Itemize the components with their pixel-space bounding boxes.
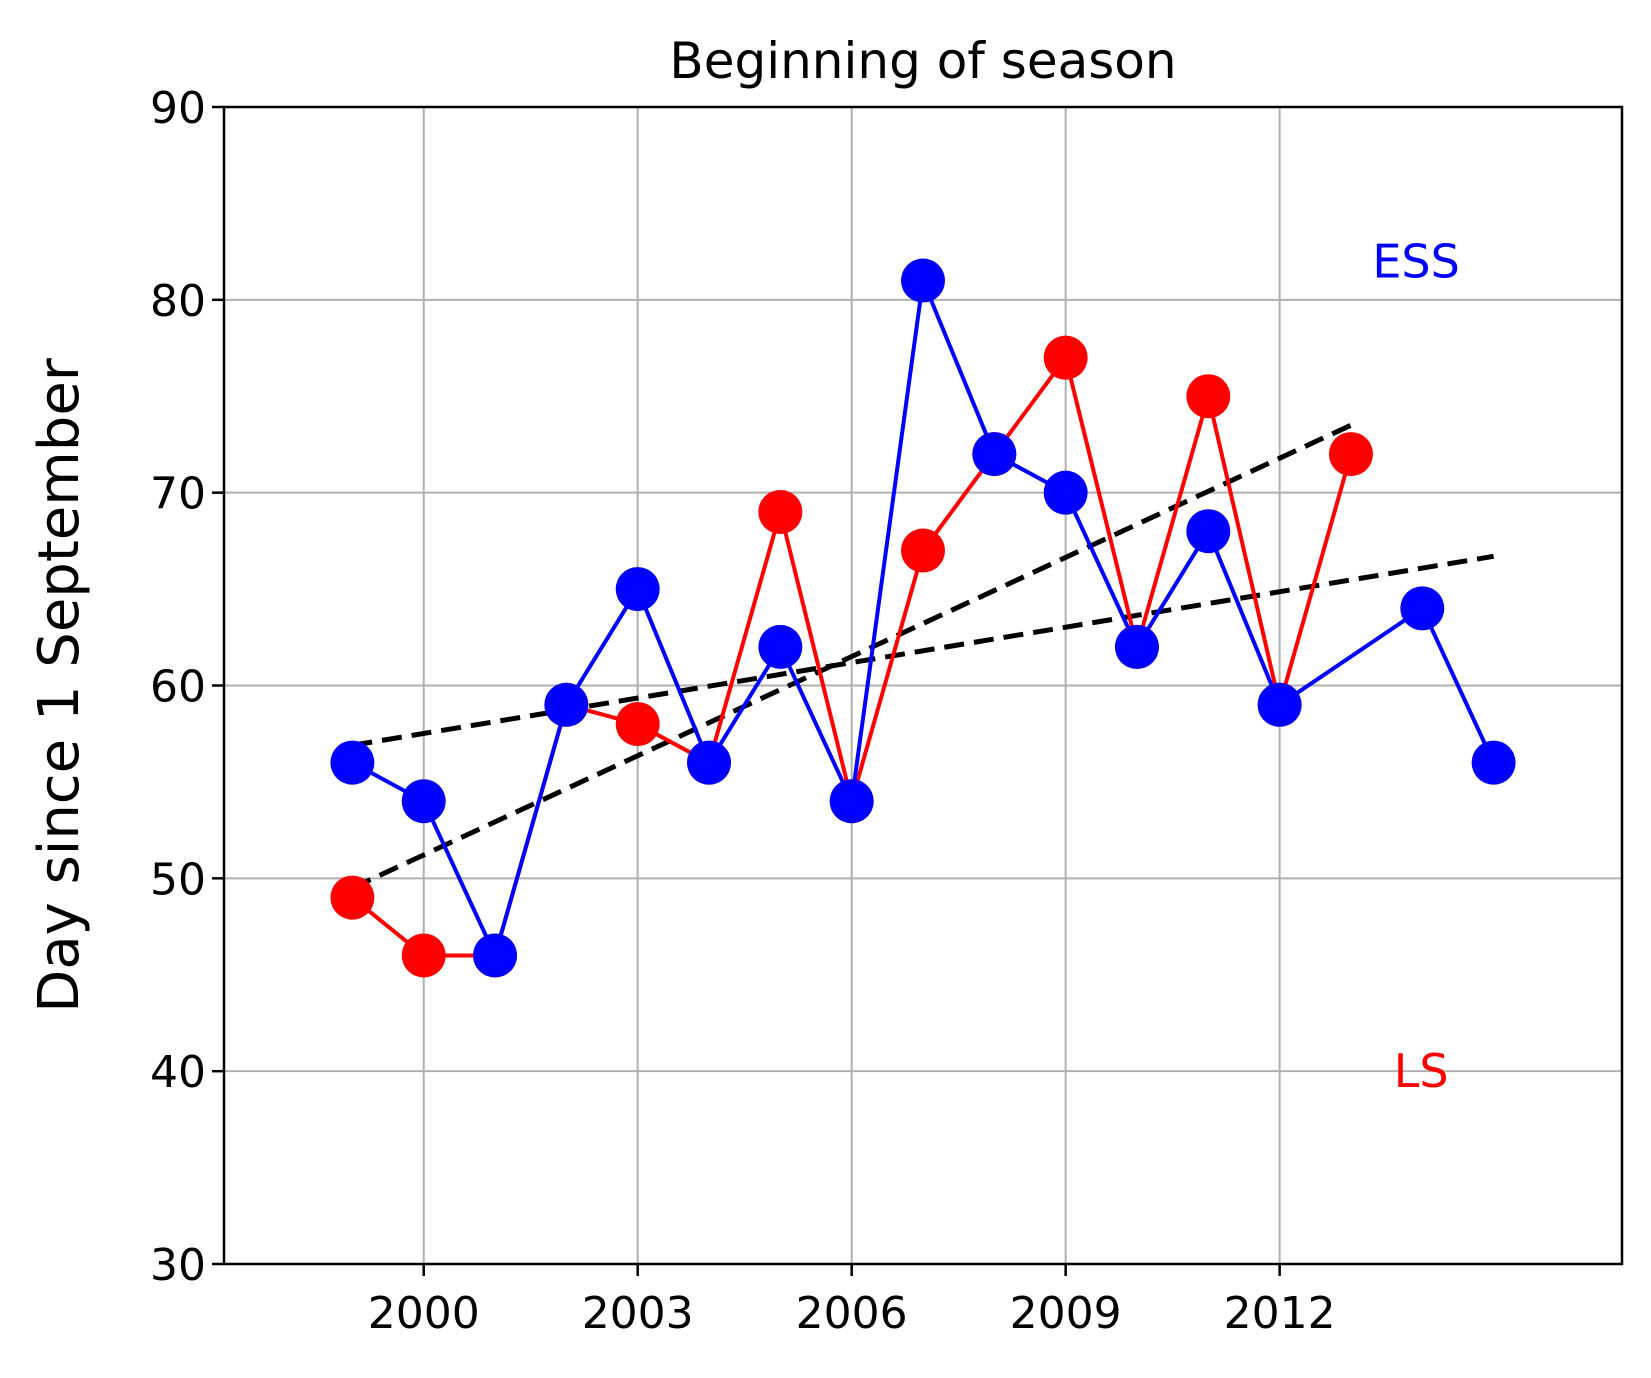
y-tick-label: 30 [150,1240,206,1291]
x-tick-label: 2006 [796,1288,908,1339]
data-point [1328,432,1373,477]
trend-line [351,553,1495,748]
data-point [758,624,803,669]
y-tick-label: 90 [150,83,206,134]
x-tick-label: 2003 [582,1288,694,1339]
data-point [901,258,945,303]
x-tick-label: 2000 [368,1288,480,1339]
data-point [615,702,660,747]
y-tick-label: 40 [150,1047,206,1098]
ticks: 2000 2003 2006 2009 2012 30 40 50 60 70 80 90 [150,83,1336,1339]
data-point [972,432,1017,477]
annotations: ESS LS [1372,234,1459,1098]
x-tick-label: 2012 [1224,1288,1336,1339]
data-point [615,567,660,612]
data-point [401,933,446,978]
data-point [330,740,375,785]
y-tick-label: 80 [150,276,206,327]
x-tick-label: 2009 [1010,1288,1122,1339]
chart-title: Beginning of season [669,32,1176,90]
annotation-label: LS [1394,1044,1449,1098]
y-axis-label: Day since 1 September [27,357,92,1013]
data-point [1043,470,1088,515]
data-point [1400,586,1445,631]
series-ess [330,258,1516,978]
data-point [1186,509,1231,554]
y-tick-label: 50 [150,854,206,905]
data-point [1257,682,1302,727]
data-point [1114,624,1159,669]
y-tick-label: 70 [150,469,206,520]
trend-lines [351,422,1495,891]
data-point [544,682,589,727]
y-tick-label: 60 [150,662,206,713]
data-point [401,779,446,824]
data-point [687,740,732,785]
data-point [758,489,803,534]
annotation-label: ESS [1372,234,1459,288]
data-point [1471,740,1516,785]
data-point [901,528,945,573]
data-point [1043,335,1088,380]
data-point [1186,374,1231,419]
data-point [829,779,874,824]
data-point [473,933,518,978]
trend-line [351,422,1353,891]
series-layer [330,258,1516,978]
data-point [330,875,375,920]
series-line [351,278,1496,958]
